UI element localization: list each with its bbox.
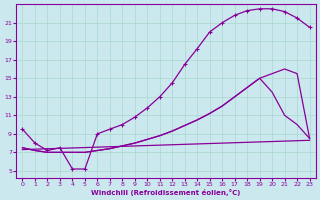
X-axis label: Windchill (Refroidissement éolien,°C): Windchill (Refroidissement éolien,°C) <box>91 189 241 196</box>
